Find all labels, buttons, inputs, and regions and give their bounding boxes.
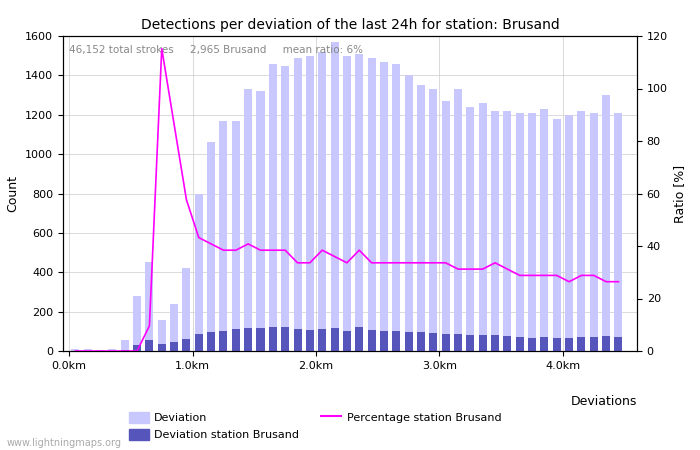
Bar [578, 111, 585, 351]
Bar [565, 115, 573, 351]
Bar [590, 113, 598, 351]
Bar [380, 62, 388, 351]
Bar [244, 328, 252, 351]
Bar [442, 334, 449, 351]
Bar [454, 334, 462, 351]
Bar [220, 331, 228, 351]
Bar [158, 320, 166, 351]
Bar [207, 332, 215, 351]
Bar [405, 332, 412, 351]
Bar [516, 113, 524, 351]
Bar [220, 121, 228, 351]
Bar [343, 331, 351, 351]
Bar [355, 328, 363, 351]
Bar [293, 329, 302, 351]
Bar [553, 338, 561, 351]
Bar [170, 342, 178, 351]
Bar [602, 336, 610, 351]
Bar [368, 330, 376, 351]
Bar [368, 58, 376, 351]
Title: Detections per deviation of the last 24h for station: Brusand: Detections per deviation of the last 24h… [141, 18, 559, 32]
Bar [540, 109, 548, 351]
Bar [195, 194, 203, 351]
Bar [578, 337, 585, 351]
Bar [281, 66, 289, 351]
Bar [120, 350, 129, 351]
Bar [454, 89, 462, 351]
Bar [330, 328, 339, 351]
Bar [183, 268, 190, 351]
Bar [207, 142, 215, 351]
Bar [256, 91, 265, 351]
Bar [429, 333, 438, 351]
Bar [491, 111, 499, 351]
Bar [318, 52, 326, 351]
Bar [343, 56, 351, 351]
Bar [133, 296, 141, 351]
Bar [269, 63, 277, 351]
Y-axis label: Ratio [%]: Ratio [%] [673, 164, 687, 223]
Bar [479, 103, 486, 351]
Bar [71, 349, 79, 351]
Bar [528, 113, 536, 351]
Bar [417, 332, 425, 351]
Bar [256, 328, 265, 351]
Bar [269, 328, 277, 351]
Bar [146, 262, 153, 351]
Bar [479, 335, 486, 351]
Text: Deviations: Deviations [570, 395, 637, 408]
Bar [602, 95, 610, 351]
Bar [244, 89, 252, 351]
Bar [491, 335, 499, 351]
Bar [565, 338, 573, 351]
Bar [503, 111, 512, 351]
Bar [232, 121, 240, 351]
Bar [306, 330, 314, 351]
Bar [355, 54, 363, 351]
Bar [528, 338, 536, 351]
Bar [318, 329, 326, 351]
Bar [466, 107, 475, 351]
Bar [158, 344, 166, 351]
Bar [405, 75, 412, 351]
Bar [380, 331, 388, 351]
Bar [96, 350, 104, 351]
Bar [195, 334, 203, 351]
Bar [392, 331, 400, 351]
Bar [442, 101, 449, 351]
Bar [466, 335, 475, 351]
Bar [170, 304, 178, 351]
Text: www.lightningmaps.org: www.lightningmaps.org [7, 438, 122, 448]
Bar [293, 58, 302, 351]
Bar [281, 328, 289, 351]
Y-axis label: Count: Count [6, 175, 20, 212]
Bar [330, 42, 339, 351]
Bar [590, 337, 598, 351]
Bar [146, 340, 153, 351]
Bar [429, 89, 438, 351]
Bar [615, 337, 622, 351]
Bar [183, 339, 190, 351]
Bar [133, 345, 141, 351]
Bar [503, 336, 512, 351]
Bar [232, 329, 240, 351]
Bar [540, 337, 548, 351]
Bar [392, 63, 400, 351]
Text: 46,152 total strokes     2,965 Brusand     mean ratio: 6%: 46,152 total strokes 2,965 Brusand mean … [69, 45, 363, 55]
Bar [108, 349, 116, 351]
Bar [553, 119, 561, 351]
Bar [84, 349, 92, 351]
Bar [417, 85, 425, 351]
Legend: Deviation, Deviation station Brusand, Percentage station Brusand: Deviation, Deviation station Brusand, Pe… [129, 411, 501, 440]
Bar [120, 340, 129, 351]
Bar [516, 337, 524, 351]
Bar [306, 56, 314, 351]
Bar [615, 113, 622, 351]
